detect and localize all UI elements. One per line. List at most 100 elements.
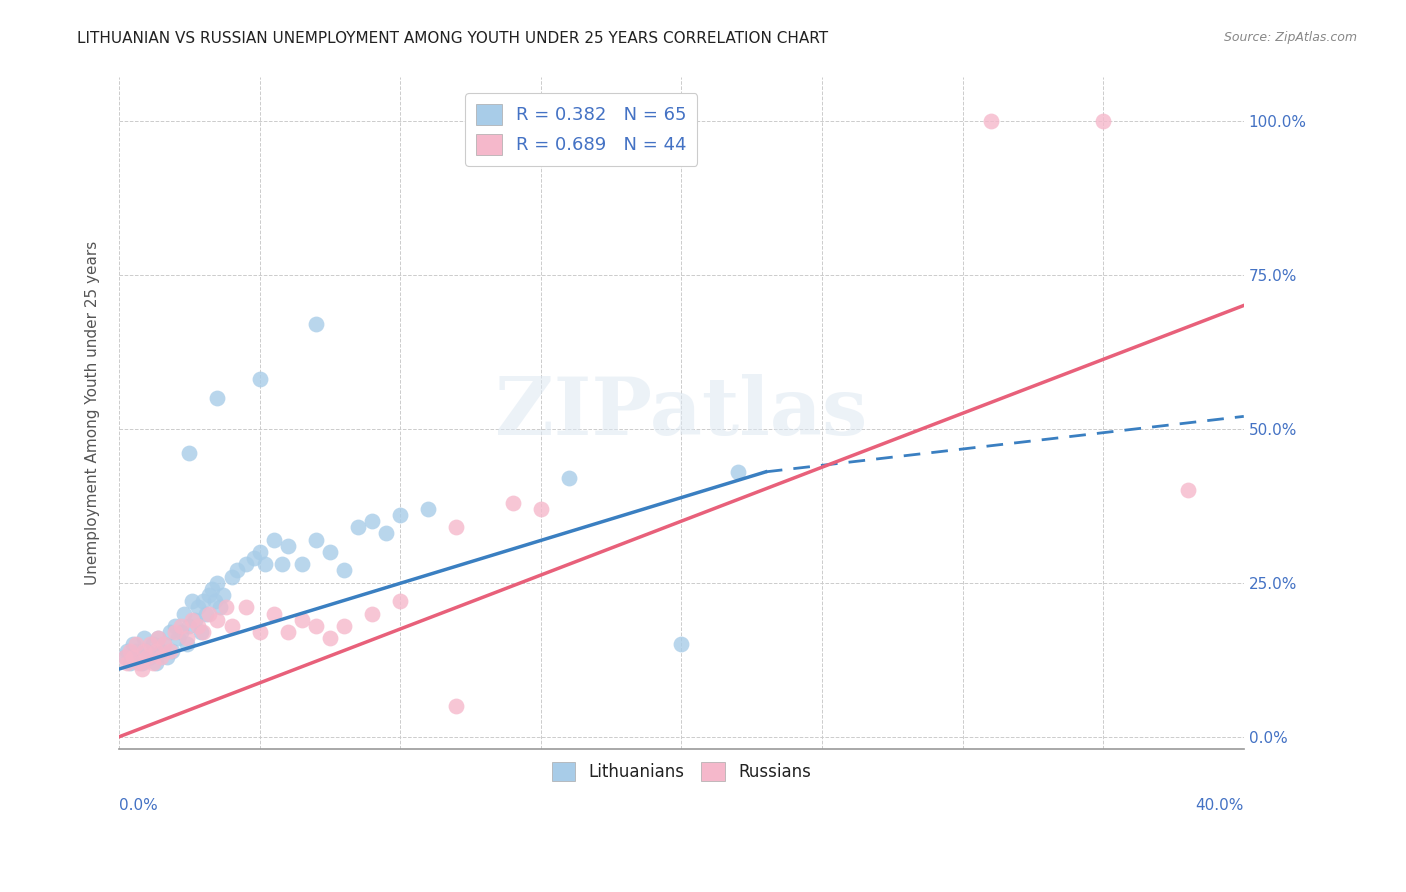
- Point: [558, 471, 581, 485]
- Point: [305, 317, 328, 331]
- Point: [120, 656, 142, 670]
- Point: [136, 643, 159, 657]
- Point: [446, 520, 468, 534]
- Point: [181, 594, 204, 608]
- Point: [187, 619, 209, 633]
- Point: [319, 631, 342, 645]
- Point: [277, 539, 299, 553]
- Point: [162, 643, 184, 657]
- Point: [198, 607, 221, 621]
- Point: [305, 619, 328, 633]
- Point: [125, 637, 148, 651]
- Point: [190, 625, 212, 640]
- Point: [361, 514, 384, 528]
- Point: [207, 613, 229, 627]
- Point: [271, 558, 294, 572]
- Point: [170, 625, 193, 640]
- Text: Source: ZipAtlas.com: Source: ZipAtlas.com: [1223, 31, 1357, 45]
- Text: 40.0%: 40.0%: [1195, 798, 1244, 814]
- Point: [254, 558, 277, 572]
- Point: [142, 656, 165, 670]
- Point: [235, 558, 257, 572]
- Point: [150, 643, 173, 657]
- Point: [176, 637, 198, 651]
- Legend: Lithuanians, Russians: Lithuanians, Russians: [546, 756, 817, 788]
- Point: [1092, 113, 1115, 128]
- Point: [173, 607, 195, 621]
- Point: [184, 613, 207, 627]
- Point: [204, 594, 226, 608]
- Point: [179, 619, 201, 633]
- Point: [136, 649, 159, 664]
- Point: [170, 619, 193, 633]
- Point: [319, 545, 342, 559]
- Point: [446, 698, 468, 713]
- Point: [139, 649, 162, 664]
- Point: [249, 372, 271, 386]
- Point: [156, 649, 179, 664]
- Point: [209, 600, 232, 615]
- Point: [727, 465, 749, 479]
- Text: ZIPatlas: ZIPatlas: [495, 375, 868, 452]
- Point: [159, 643, 181, 657]
- Point: [114, 649, 136, 664]
- Point: [502, 496, 524, 510]
- Point: [277, 625, 299, 640]
- Point: [134, 631, 156, 645]
- Point: [263, 607, 285, 621]
- Point: [153, 637, 176, 651]
- Point: [671, 637, 693, 651]
- Point: [165, 619, 187, 633]
- Point: [347, 520, 370, 534]
- Point: [193, 625, 215, 640]
- Point: [1177, 483, 1199, 498]
- Point: [195, 607, 218, 621]
- Point: [131, 656, 153, 670]
- Point: [139, 637, 162, 651]
- Point: [389, 508, 412, 522]
- Point: [215, 600, 238, 615]
- Point: [198, 588, 221, 602]
- Point: [375, 526, 398, 541]
- Point: [980, 113, 1002, 128]
- Point: [179, 446, 201, 460]
- Point: [145, 656, 167, 670]
- Point: [128, 649, 150, 664]
- Text: LITHUANIAN VS RUSSIAN UNEMPLOYMENT AMONG YOUTH UNDER 25 YEARS CORRELATION CHART: LITHUANIAN VS RUSSIAN UNEMPLOYMENT AMONG…: [77, 31, 828, 46]
- Point: [128, 656, 150, 670]
- Point: [243, 551, 266, 566]
- Point: [201, 582, 224, 596]
- Point: [122, 649, 145, 664]
- Point: [643, 113, 665, 128]
- Point: [333, 619, 356, 633]
- Point: [212, 588, 235, 602]
- Point: [131, 662, 153, 676]
- Point: [187, 600, 209, 615]
- Point: [389, 594, 412, 608]
- Point: [291, 613, 314, 627]
- Point: [150, 649, 173, 664]
- Point: [235, 600, 257, 615]
- Text: 0.0%: 0.0%: [120, 798, 157, 814]
- Point: [159, 625, 181, 640]
- Point: [114, 649, 136, 664]
- Point: [122, 637, 145, 651]
- Point: [305, 533, 328, 547]
- Point: [117, 643, 139, 657]
- Point: [153, 637, 176, 651]
- Point: [249, 625, 271, 640]
- Point: [530, 501, 553, 516]
- Point: [221, 619, 243, 633]
- Point: [249, 545, 271, 559]
- Point: [125, 643, 148, 657]
- Point: [221, 569, 243, 583]
- Point: [165, 625, 187, 640]
- Point: [418, 501, 440, 516]
- Point: [263, 533, 285, 547]
- Point: [120, 643, 142, 657]
- Y-axis label: Unemployment Among Youth under 25 years: Unemployment Among Youth under 25 years: [86, 241, 100, 585]
- Point: [181, 613, 204, 627]
- Point: [291, 558, 314, 572]
- Point: [134, 643, 156, 657]
- Point: [167, 631, 190, 645]
